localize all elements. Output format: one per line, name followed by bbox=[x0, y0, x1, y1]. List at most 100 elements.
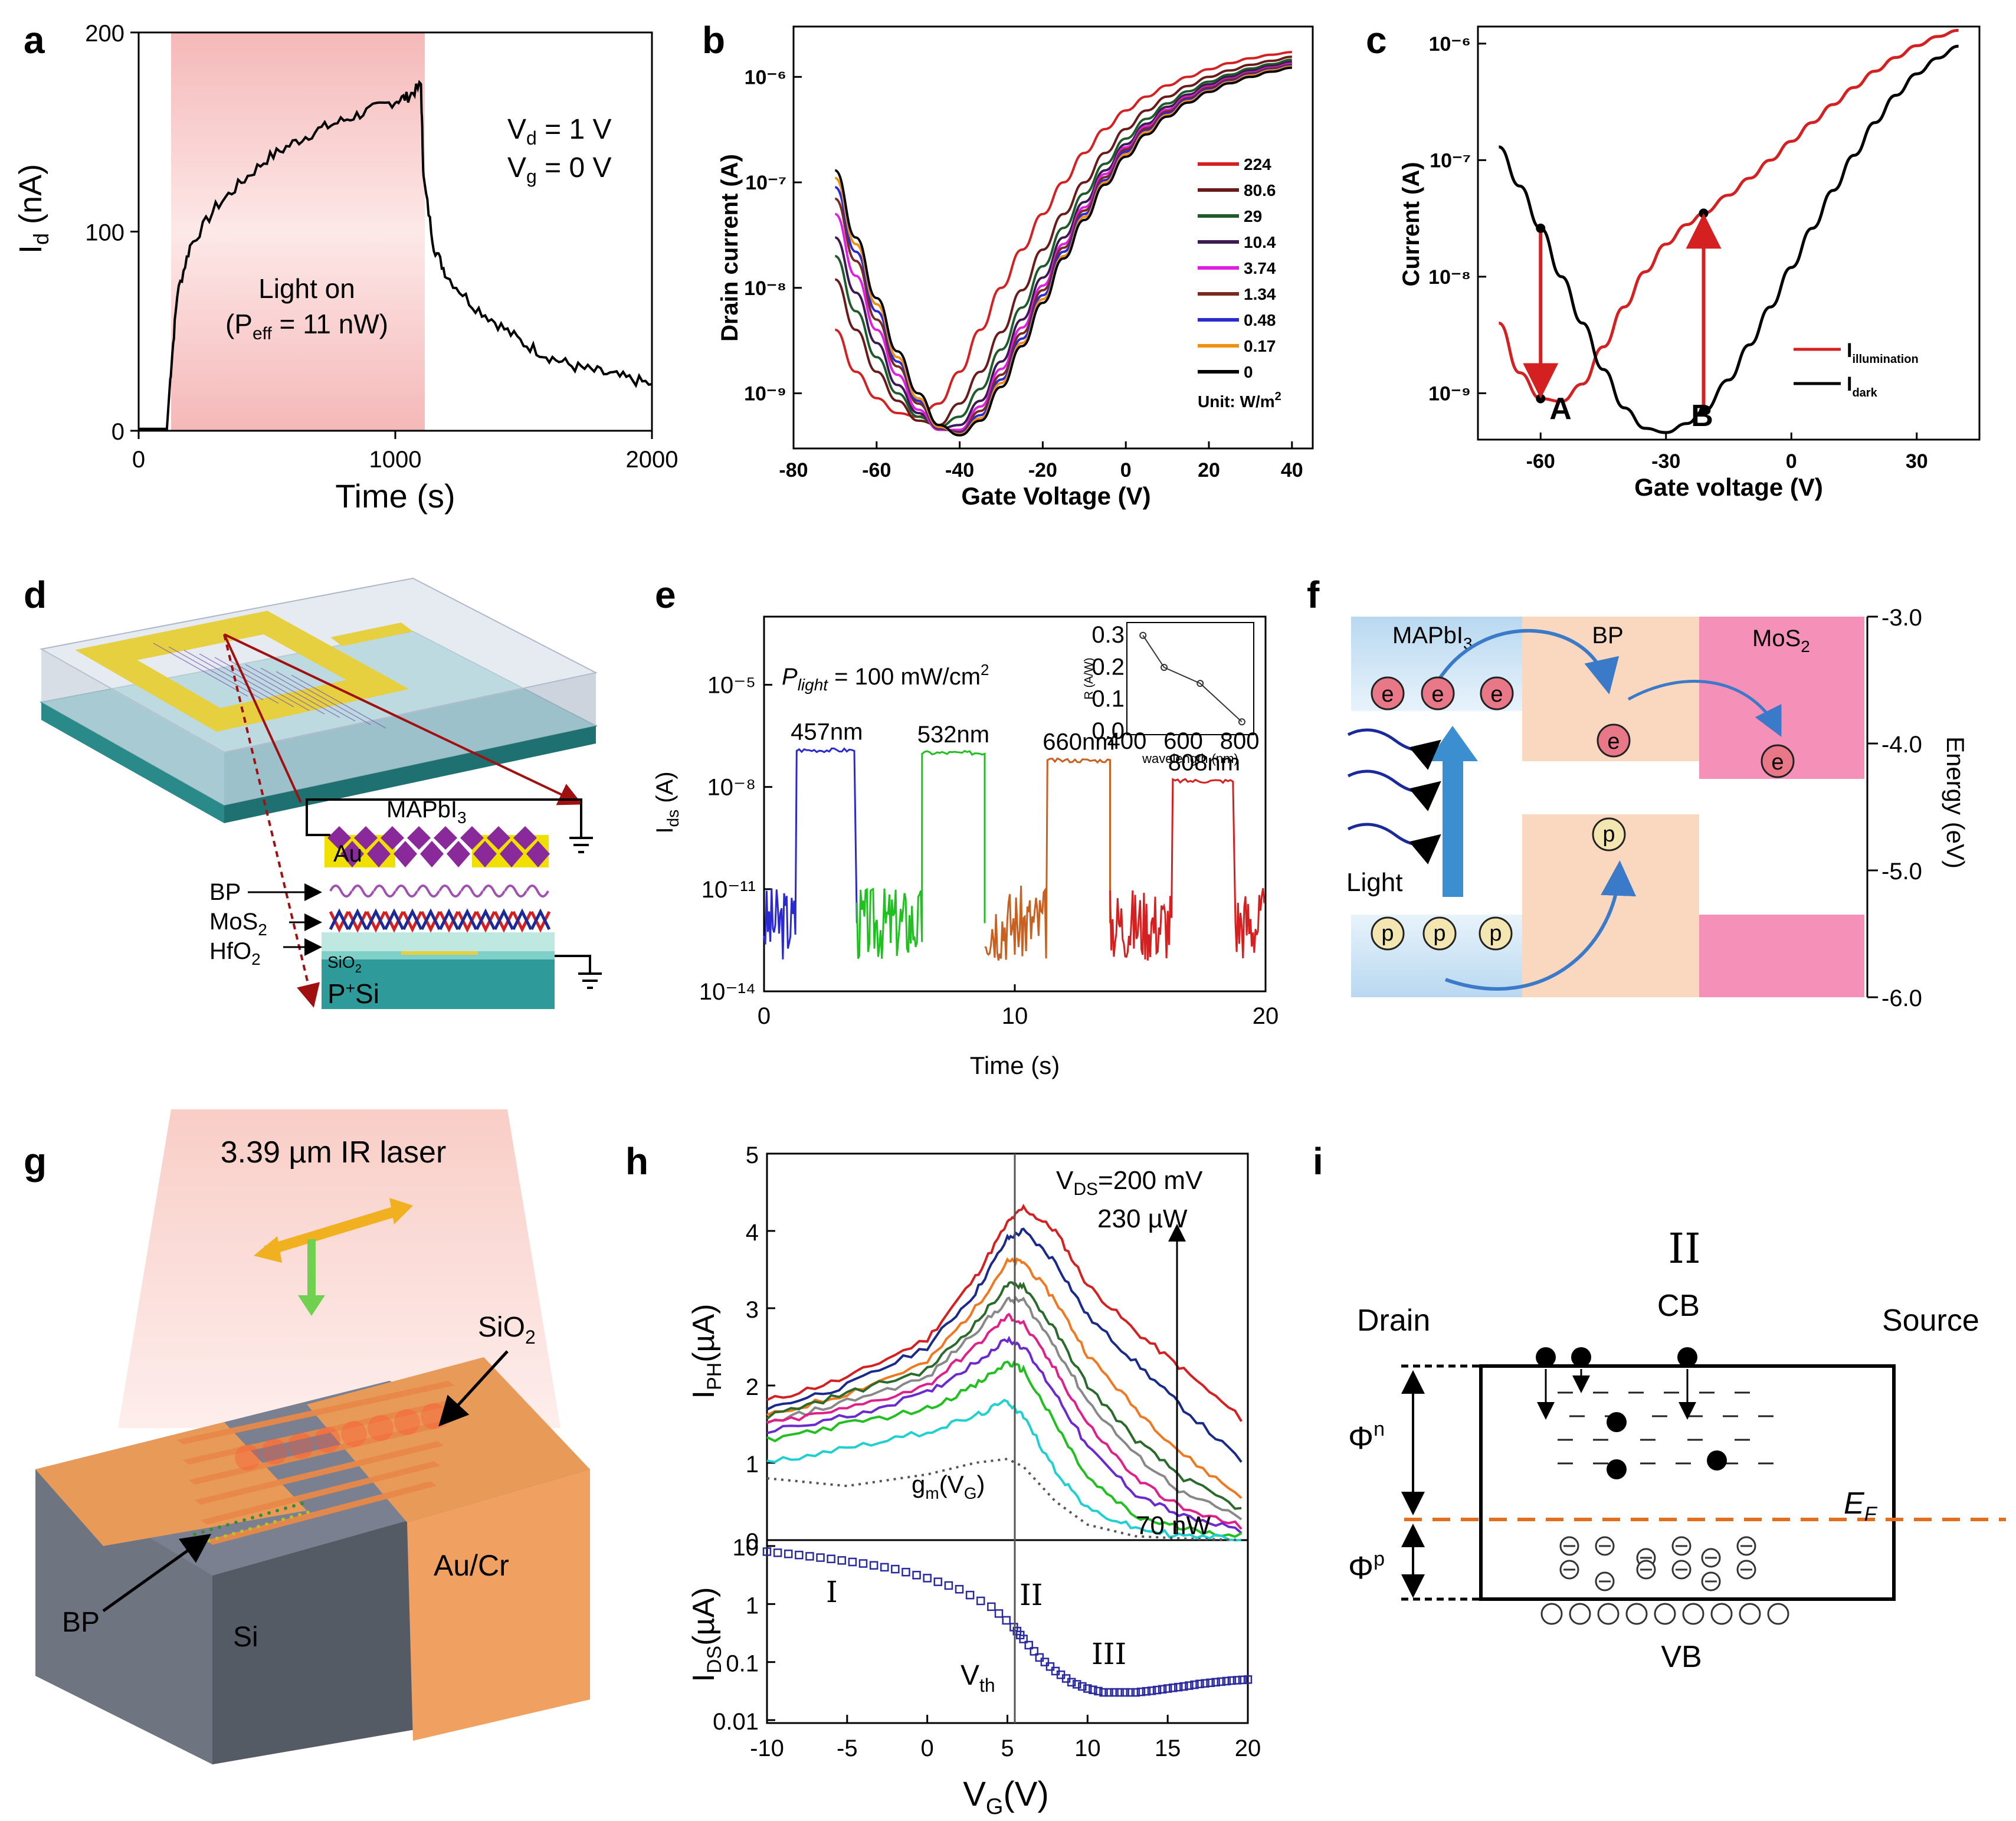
mos2-bond bbox=[475, 910, 496, 933]
x-tick-label-e: 20 bbox=[1253, 1003, 1279, 1029]
laser-spot-glow bbox=[368, 1415, 394, 1441]
ids-point bbox=[1110, 1688, 1119, 1697]
substrate-front bbox=[41, 702, 224, 823]
series-e-660nm bbox=[984, 757, 1111, 961]
bp-bond bbox=[417, 885, 440, 898]
perovskite-octahedron bbox=[394, 841, 417, 867]
laser-spot-glow bbox=[314, 1427, 340, 1453]
electron-dot bbox=[1571, 1347, 1591, 1367]
ids-point bbox=[1002, 1616, 1011, 1625]
ids-point bbox=[1094, 1686, 1103, 1696]
panel-label-h: h bbox=[625, 1140, 648, 1183]
label-au-d: Au bbox=[333, 841, 362, 867]
vds-annotation: VDS=200 mV bbox=[1056, 1166, 1203, 1199]
ids-point bbox=[1168, 1684, 1178, 1692]
excitation-arrow bbox=[1428, 726, 1478, 897]
region-ii-label: II bbox=[1020, 1578, 1043, 1612]
ids-point bbox=[1152, 1685, 1162, 1695]
ids-point bbox=[1217, 1677, 1225, 1686]
lattice-line bbox=[260, 667, 356, 722]
bp-atom bbox=[201, 1530, 205, 1534]
y-axis-label-h-bottom: IDS(µA) bbox=[687, 1587, 726, 1682]
energy-tick-label: -6.0 bbox=[1881, 985, 1922, 1011]
legend-label-b: 10.4 bbox=[1244, 233, 1276, 251]
axes-c: -60 -30 0 30 10⁻⁹ 10⁻⁸ 10⁻⁷ 10⁻⁶ bbox=[1428, 33, 1928, 473]
ids-point bbox=[1222, 1676, 1231, 1686]
y-tick-label-h-top: 5 bbox=[746, 1142, 759, 1168]
y-axis-label-b: Drain current (A) bbox=[717, 154, 743, 342]
vth-label: Vth bbox=[961, 1660, 995, 1696]
bp-atom bbox=[276, 1509, 279, 1512]
axes-e: 0 10 20 10⁻¹⁴ 10⁻¹¹ 10⁻⁸ 10⁻⁵ bbox=[699, 672, 1279, 1029]
polarization-head-left bbox=[254, 1236, 282, 1263]
bp-atom bbox=[215, 1537, 219, 1540]
ids-point bbox=[944, 1581, 953, 1590]
ids-point bbox=[1185, 1681, 1194, 1690]
ids-point bbox=[1136, 1687, 1146, 1696]
pointer-sio2-g bbox=[438, 1350, 509, 1427]
svg-text:p: p bbox=[1489, 921, 1502, 946]
point-b-label: B bbox=[1691, 399, 1713, 433]
mos2-bond bbox=[402, 908, 423, 931]
y-tick-label-h-top: 4 bbox=[746, 1220, 759, 1246]
x-axis-label-e: Time (s) bbox=[970, 1052, 1060, 1079]
label-mapbi3-f: MAPbI3 bbox=[1392, 623, 1473, 653]
series-h-230-µW bbox=[766, 1203, 1243, 1422]
ef-label: EF bbox=[1844, 1486, 1878, 1525]
ids-point bbox=[1142, 1686, 1151, 1696]
polarization-head-right bbox=[389, 1198, 413, 1224]
wavelength-label-e: 457nm bbox=[791, 719, 863, 745]
mos2-bond bbox=[493, 908, 514, 931]
energy-tick-label: -3.0 bbox=[1881, 605, 1922, 631]
hfo2-layer bbox=[322, 932, 555, 951]
series-h-70-nW bbox=[766, 1398, 1242, 1541]
x-tick-label-b: -20 bbox=[1028, 459, 1057, 482]
x-tick-label-h: 10 bbox=[1074, 1735, 1101, 1761]
perovskite-octahedron bbox=[420, 841, 444, 867]
y-tick-label-b: 10⁻⁷ bbox=[745, 172, 786, 194]
legend-label-b: 3.74 bbox=[1244, 259, 1276, 277]
svg-text:p: p bbox=[1433, 921, 1445, 946]
right-pad-front bbox=[407, 1469, 590, 1741]
point-marker-c bbox=[1536, 394, 1546, 404]
ids-point bbox=[1158, 1685, 1167, 1694]
mos2-bond bbox=[512, 910, 533, 933]
mos2-bond bbox=[347, 910, 368, 933]
y-tick-label-h-top: 1 bbox=[746, 1452, 759, 1478]
perovskite-lattice bbox=[327, 826, 550, 867]
label-bp-f: BP bbox=[1592, 623, 1623, 649]
mos2-bond bbox=[365, 908, 386, 931]
ids-point bbox=[1030, 1647, 1039, 1656]
legend-label-b: 224 bbox=[1244, 155, 1271, 173]
mos2-bond bbox=[383, 908, 405, 931]
perovskite-octahedron bbox=[473, 841, 497, 867]
vd-annotation: Vd = 1 V bbox=[507, 114, 612, 149]
panel-label-e: e bbox=[655, 574, 676, 616]
inset-y-tick: 0.2 bbox=[1091, 654, 1125, 680]
light-ray-3 bbox=[1347, 823, 1441, 864]
perovskite-octahedron bbox=[526, 841, 550, 867]
electron-transfer-2 bbox=[1627, 680, 1782, 737]
y-tick-label-h-bottom: 10 bbox=[733, 1535, 759, 1561]
x-tick-label-b: -80 bbox=[779, 459, 808, 482]
series-h-s2 bbox=[766, 1227, 1243, 1463]
trap-states bbox=[1536, 1347, 1789, 1625]
electron-dot bbox=[1536, 1347, 1556, 1367]
power-top-label: 230 µW bbox=[1097, 1204, 1188, 1233]
x-tick-label-c: 30 bbox=[1906, 450, 1928, 473]
ids-point bbox=[1024, 1640, 1033, 1650]
bp-atom bbox=[265, 1522, 268, 1526]
point-marker-c bbox=[1536, 223, 1546, 233]
energy-tick-label: -5.0 bbox=[1881, 859, 1922, 885]
y-tick-label-b: 10⁻⁶ bbox=[745, 66, 786, 89]
bp-atom bbox=[242, 1518, 246, 1522]
perovskite-octahedron bbox=[340, 841, 364, 867]
vb-hole bbox=[1540, 1603, 1563, 1625]
ids-point bbox=[987, 1602, 996, 1612]
bp-atom bbox=[209, 1528, 213, 1531]
bp-atom bbox=[273, 1520, 277, 1524]
perovskite-octahedron bbox=[500, 841, 523, 867]
panel-f: f -3.0-4.0-5.0-6.0 MAPbI3 BP MoS2 Light … bbox=[1307, 574, 1969, 1011]
series-b-1.34 bbox=[834, 63, 1292, 434]
label-sio2-g: SiO2 bbox=[478, 1312, 536, 1348]
